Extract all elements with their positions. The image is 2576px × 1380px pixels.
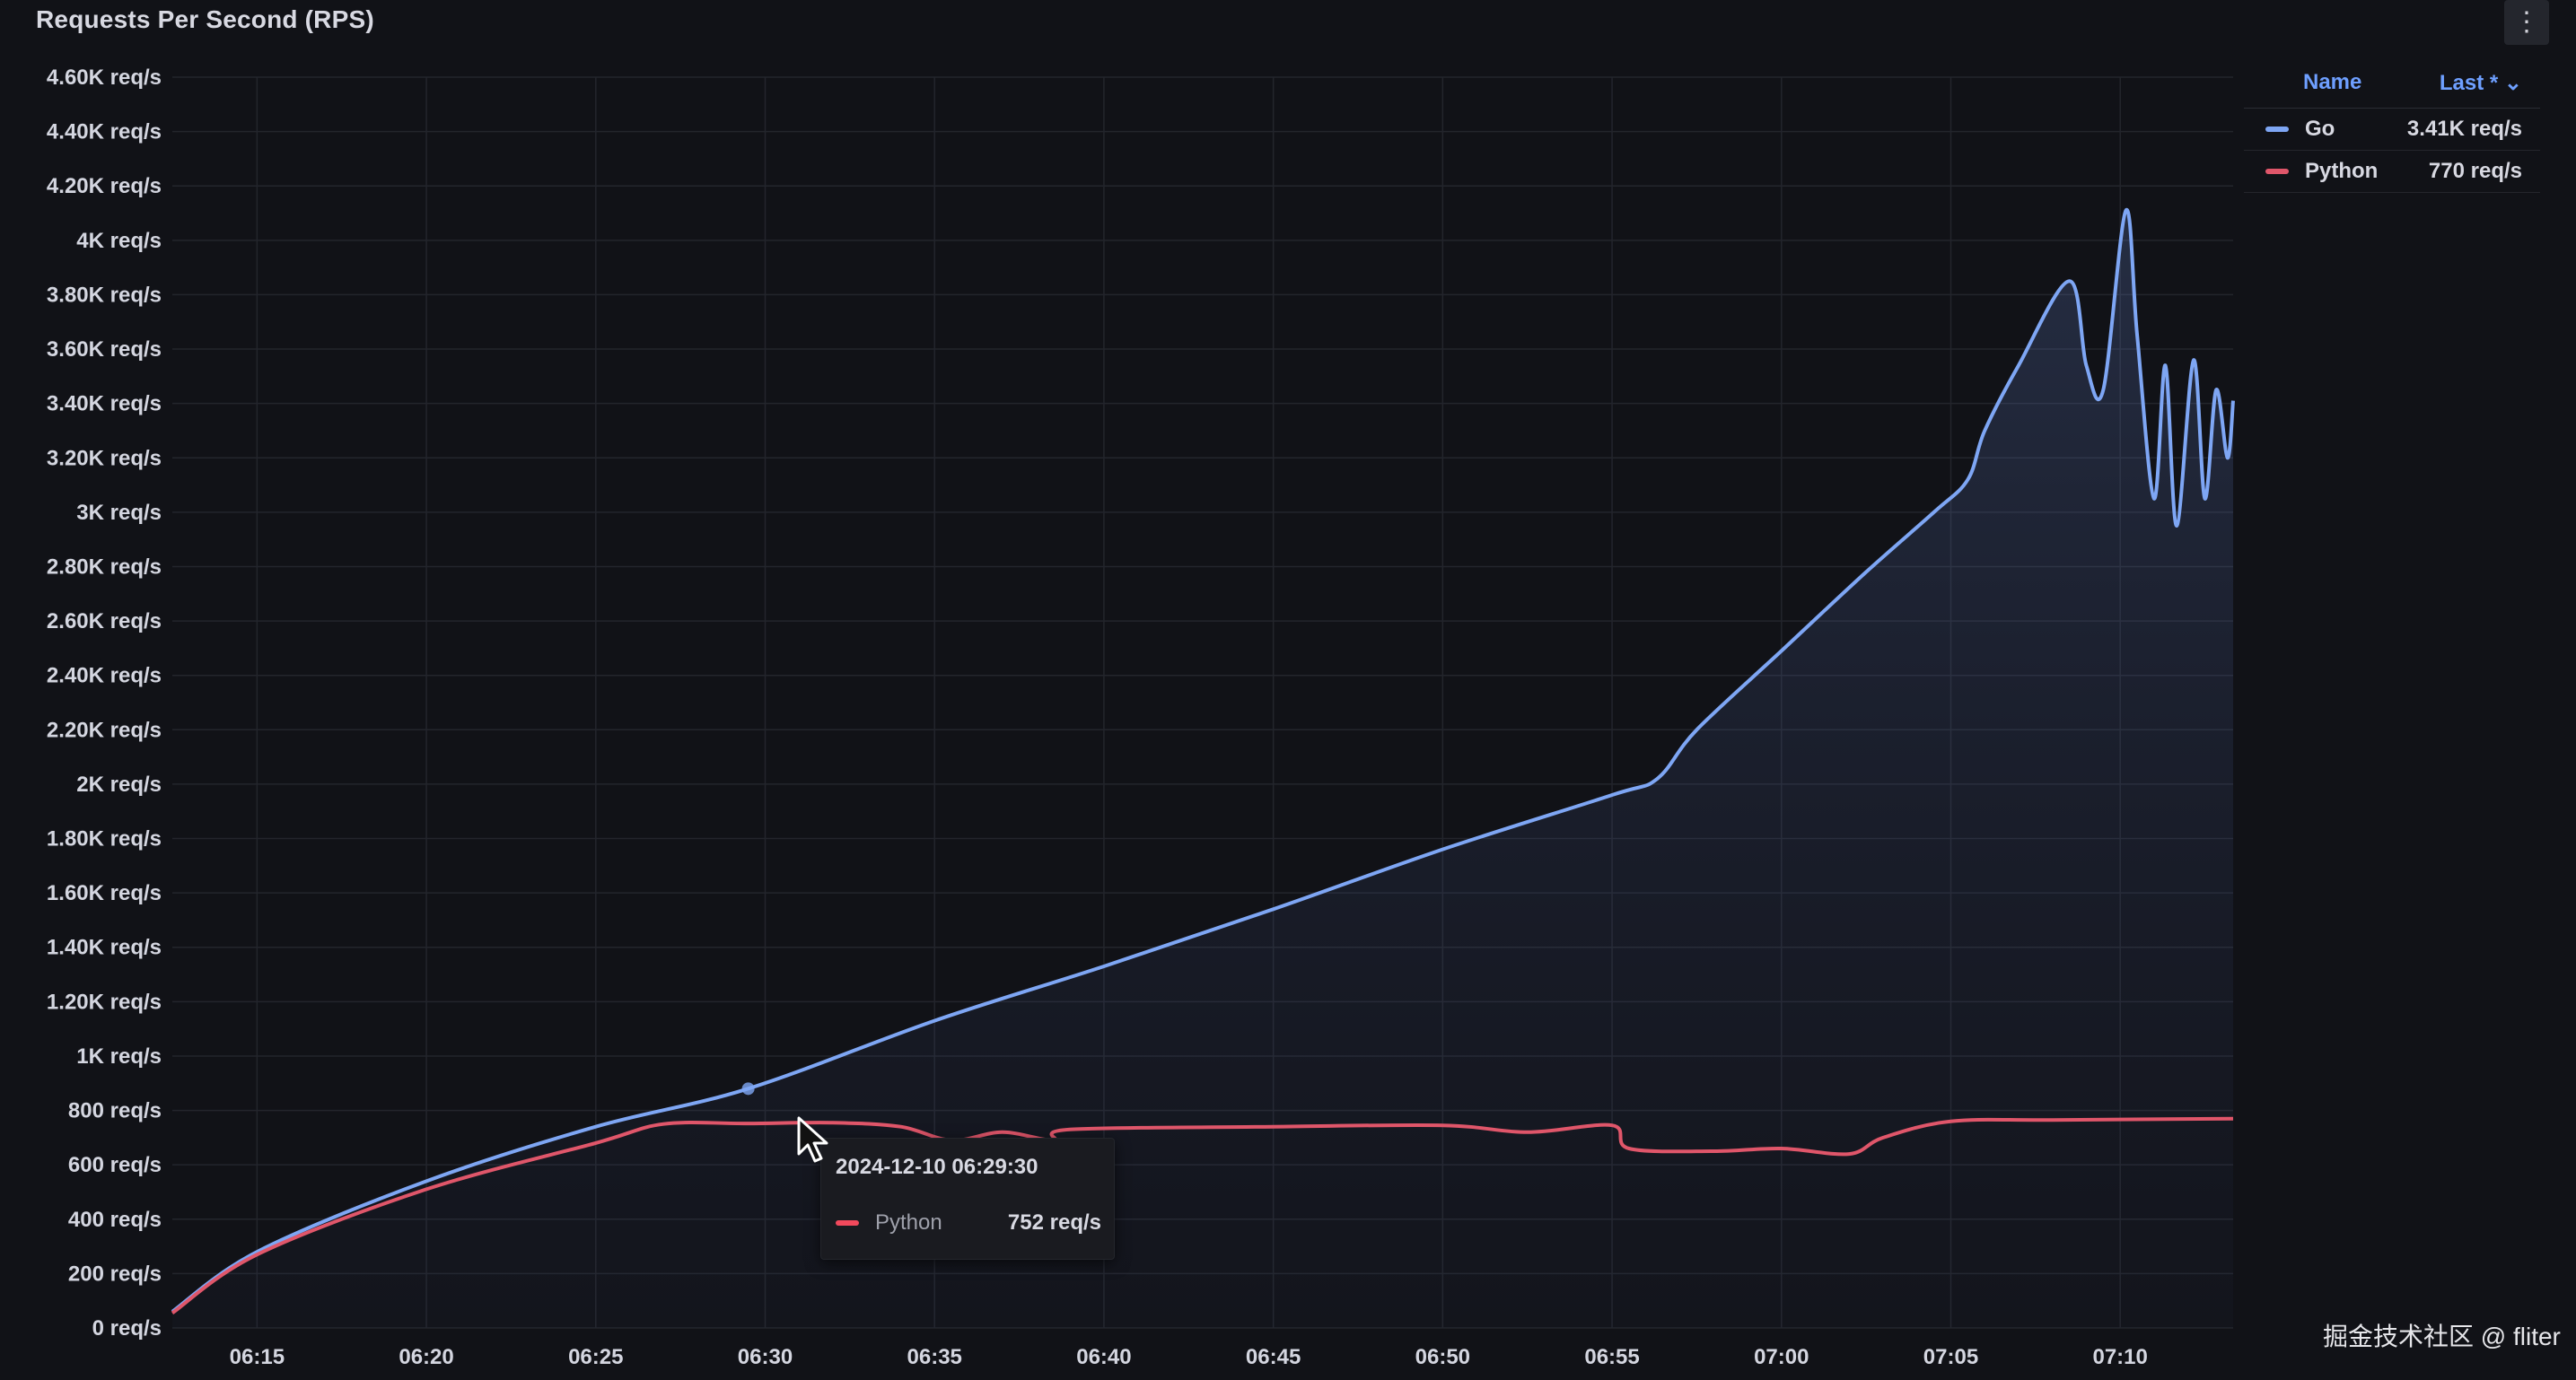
y-tick-label: 3K req/s bbox=[76, 501, 162, 525]
x-tick-label: 06:40 bbox=[1076, 1345, 1131, 1369]
legend-item-go[interactable]: Go 3.41K req/s bbox=[2244, 109, 2540, 151]
y-tick-label: 600 req/s bbox=[68, 1153, 162, 1177]
legend-table: Name Last * ⌄ Go 3.41K req/s Python 770 … bbox=[2244, 57, 2540, 193]
python-swatch-icon bbox=[836, 1220, 859, 1226]
y-tick-label: 1K req/s bbox=[76, 1044, 162, 1069]
legend-item-name: Python bbox=[2305, 159, 2379, 183]
x-tick-label: 06:25 bbox=[568, 1345, 623, 1369]
tooltip-row: Python 752 req/s bbox=[836, 1210, 1101, 1236]
tooltip-series-name: Python bbox=[875, 1210, 942, 1235]
kebab-menu-icon[interactable]: ⋮ bbox=[2504, 0, 2549, 45]
y-tick-label: 3.60K req/s bbox=[47, 337, 162, 362]
y-tick-label: 2.40K req/s bbox=[47, 664, 162, 688]
x-tick-label: 07:05 bbox=[1923, 1345, 1978, 1369]
go-series-line[interactable] bbox=[171, 207, 2235, 1314]
y-tick-label: 1.40K req/s bbox=[47, 936, 162, 960]
tooltip-value: 752 req/s bbox=[1007, 1210, 1101, 1235]
x-tick-label: 06:20 bbox=[399, 1345, 453, 1369]
y-tick-label: 800 req/s bbox=[68, 1099, 162, 1123]
y-tick-label: 400 req/s bbox=[68, 1208, 162, 1232]
x-tick-label: 06:55 bbox=[1584, 1345, 1639, 1369]
python-series-line[interactable] bbox=[171, 1116, 2234, 1314]
y-tick-label: 0 req/s bbox=[92, 1316, 162, 1341]
y-tick-label: 4.60K req/s bbox=[47, 66, 162, 90]
y-tick-label: 1.60K req/s bbox=[47, 881, 162, 905]
y-tick-label: 2K req/s bbox=[76, 773, 162, 797]
legend-item-python[interactable]: Python 770 req/s bbox=[2244, 151, 2540, 193]
x-axis-labels: 06:15 06:20 06:25 06:30 06:35 06:40 06:45 06:50… bbox=[230, 1345, 2148, 1369]
x-tick-label: 06:50 bbox=[1415, 1345, 1470, 1369]
y-tick-label: 3.80K req/s bbox=[47, 283, 162, 307]
legend-col-last[interactable]: Last * ⌄ bbox=[2439, 70, 2522, 95]
legend-item-last: 3.41K req/s bbox=[2406, 117, 2522, 141]
x-tick-label: 06:15 bbox=[230, 1345, 285, 1369]
mouse-cursor-icon bbox=[797, 1116, 828, 1163]
y-tick-label: 3.20K req/s bbox=[47, 446, 162, 470]
hover-point-marker bbox=[741, 1082, 755, 1096]
y-tick-label: 1.20K req/s bbox=[47, 990, 162, 1014]
y-tick-label: 200 req/s bbox=[68, 1262, 162, 1286]
y-tick-label: 4.40K req/s bbox=[47, 120, 162, 144]
legend-item-name: Go bbox=[2305, 117, 2335, 141]
watermark: 掘金技术社区 @ fliter bbox=[2323, 1323, 2561, 1350]
y-tick-label: 4K req/s bbox=[76, 229, 162, 253]
panel-title: Requests Per Second (RPS) bbox=[36, 5, 374, 33]
hover-tooltip: 2024-12-10 06:29:30 Python 752 req/s bbox=[820, 1138, 1115, 1260]
y-tick-label: 1.80K req/s bbox=[47, 827, 162, 852]
legend-item-last: 770 req/s bbox=[2428, 159, 2522, 183]
y-tick-label: 4.20K req/s bbox=[47, 174, 162, 198]
x-tick-label: 06:35 bbox=[907, 1345, 962, 1369]
x-tick-label: 07:10 bbox=[2092, 1345, 2147, 1369]
go-series-area bbox=[172, 209, 2233, 1329]
y-tick-label: 2.60K req/s bbox=[47, 609, 162, 633]
x-tick-label: 07:00 bbox=[1754, 1345, 1809, 1369]
y-axis-labels: 0 req/s 200 req/s 400 req/s 600 req/s 800 re… bbox=[47, 66, 162, 1341]
go-swatch-icon bbox=[2265, 127, 2289, 132]
legend-col-name[interactable]: Name bbox=[2303, 70, 2362, 94]
legend-header: Name Last * ⌄ bbox=[2244, 57, 2540, 109]
python-swatch-icon bbox=[2265, 169, 2289, 174]
y-tick-label: 2.80K req/s bbox=[47, 555, 162, 579]
tooltip-time: 2024-12-10 06:29:30 bbox=[836, 1155, 1038, 1179]
y-tick-label: 3.40K req/s bbox=[47, 392, 162, 416]
x-tick-label: 06:45 bbox=[1246, 1345, 1301, 1369]
chart-series bbox=[171, 207, 2235, 1329]
x-tick-label: 06:30 bbox=[738, 1345, 793, 1369]
y-tick-label: 2.20K req/s bbox=[47, 718, 162, 742]
